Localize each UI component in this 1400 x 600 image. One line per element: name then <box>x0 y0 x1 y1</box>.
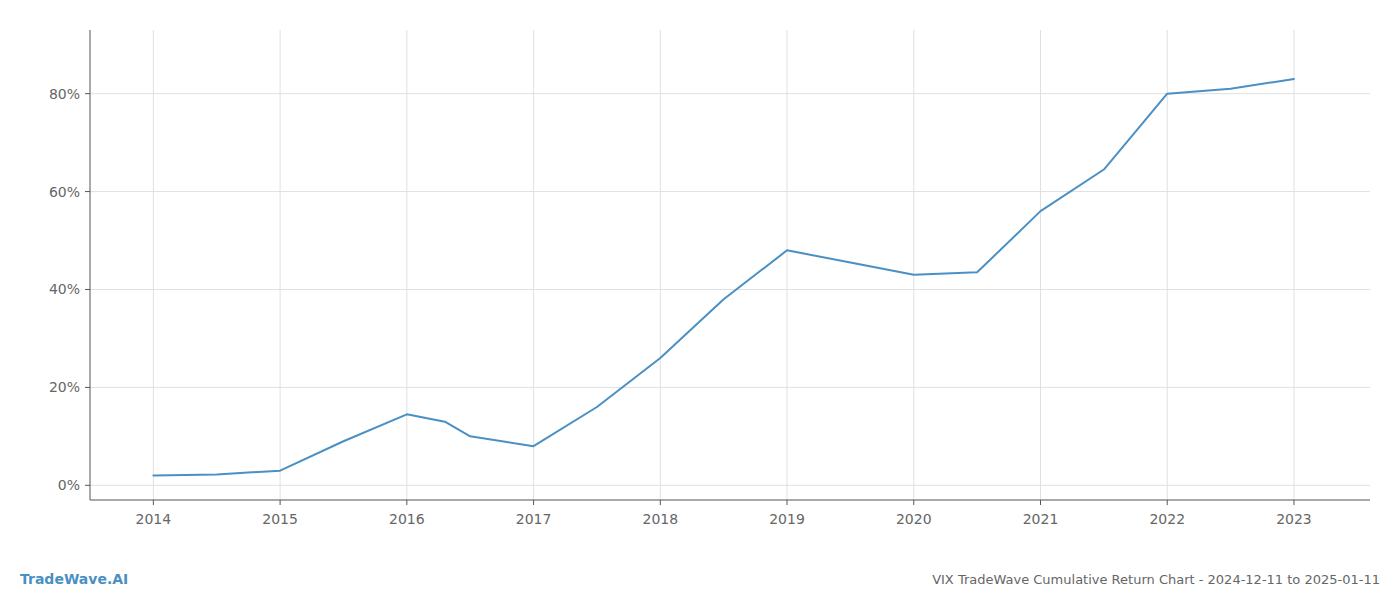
x-tick <box>660 500 661 505</box>
x-tick <box>533 500 534 505</box>
grid <box>90 30 1370 500</box>
chart: 2014 2015 2016 2017 2018 2019 2020 2021 2022 2023… <box>0 0 1400 600</box>
x-tick-label: 2021 <box>1023 511 1059 527</box>
y-tick <box>85 387 90 388</box>
y-grid-line <box>90 387 1370 388</box>
x-tick <box>913 500 914 505</box>
axes: 2014 2015 2016 2017 2018 2019 2020 2021 2022 2023… <box>49 30 1370 527</box>
title: VIX TradeWave Cumulative Return Chart - … <box>932 572 1380 587</box>
data-line <box>153 79 1294 476</box>
x-tick-label: 2020 <box>896 511 932 527</box>
x-tick <box>280 500 281 505</box>
x-axis-line <box>90 500 1370 501</box>
y-axis-line <box>90 30 91 500</box>
x-tick <box>406 500 407 505</box>
x-tick-label: 2017 <box>516 511 552 527</box>
x-grid-line <box>280 30 281 500</box>
y-tick-label: 60% <box>49 184 80 200</box>
x-grid-line <box>533 30 534 500</box>
y-grid-line <box>90 191 1370 192</box>
x-grid-line <box>406 30 407 500</box>
y-grid-line <box>90 485 1370 486</box>
x-grid-line <box>913 30 914 500</box>
plot-area <box>153 79 1294 476</box>
x-tick-label: 2016 <box>389 511 425 527</box>
x-tick-label: 2015 <box>262 511 298 527</box>
watermark: TradeWave.AI <box>20 571 128 587</box>
y-tick-label: 80% <box>49 86 80 102</box>
y-tick <box>85 485 90 486</box>
x-grid-line <box>1167 30 1168 500</box>
x-tick-label: 2014 <box>136 511 172 527</box>
x-grid-line <box>660 30 661 500</box>
x-grid-line <box>1040 30 1041 500</box>
x-grid-line <box>1293 30 1294 500</box>
y-grid-line <box>90 289 1370 290</box>
x-tick <box>787 500 788 505</box>
y-tick-label: 0% <box>58 477 80 493</box>
y-tick <box>85 191 90 192</box>
x-tick-label: 2022 <box>1149 511 1185 527</box>
y-tick <box>85 289 90 290</box>
y-tick-label: 20% <box>49 379 80 395</box>
x-tick-label: 2019 <box>769 511 805 527</box>
y-tick-label: 40% <box>49 281 80 297</box>
x-tick <box>1293 500 1294 505</box>
page: {"chart_data": {"type": "line", "title":… <box>0 0 1400 600</box>
x-grid-line <box>153 30 154 500</box>
y-tick <box>85 93 90 94</box>
x-tick <box>1167 500 1168 505</box>
x-tick-label: 2023 <box>1276 511 1312 527</box>
x-grid-line <box>787 30 788 500</box>
x-tick-label: 2018 <box>642 511 678 527</box>
x-tick <box>153 500 154 505</box>
x-tick <box>1040 500 1041 505</box>
